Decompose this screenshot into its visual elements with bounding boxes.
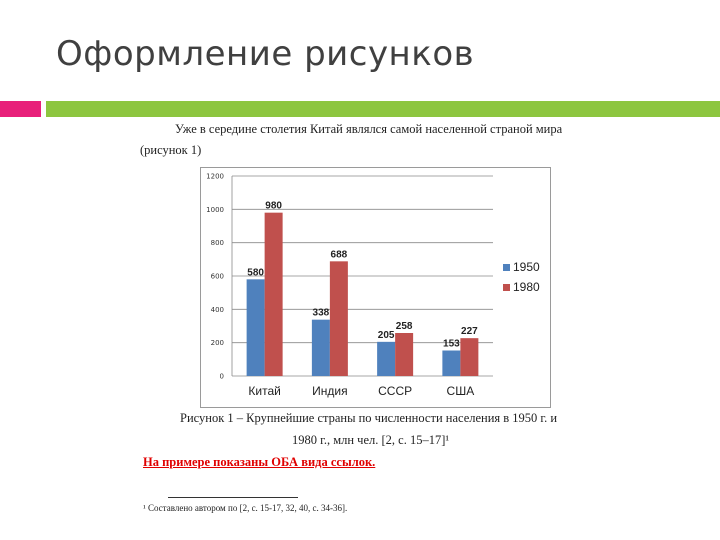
data-label: 153 xyxy=(443,339,460,350)
y-tick-label: 200 xyxy=(211,339,224,347)
data-label: 338 xyxy=(313,308,330,319)
data-label: 688 xyxy=(331,249,348,260)
bar-1950 xyxy=(311,319,330,376)
footnote: ¹ Составлено автором по [2, с. 15-17, 32… xyxy=(143,503,348,513)
y-tick-label: 0 xyxy=(220,373,224,381)
bar-1980 xyxy=(395,333,414,376)
bar-1950 xyxy=(246,279,265,376)
legend-swatch-1980 xyxy=(503,284,510,291)
y-tick-label: 400 xyxy=(211,306,224,314)
y-tick-label: 1000 xyxy=(206,206,224,214)
data-label: 258 xyxy=(396,321,413,332)
chart-svg: 0 200 400 600 800 1000 1200 580 980 Китай 338 688 Ин… xyxy=(206,173,540,399)
intro-text-line2: (рисунок 1) xyxy=(140,143,202,157)
category-label: Китай xyxy=(248,384,280,398)
data-label: 580 xyxy=(247,267,264,278)
red-note: На примере показаны ОБА вида ссылок. xyxy=(143,455,376,469)
y-tick-label: 1200 xyxy=(206,173,224,181)
category-label: Индия xyxy=(312,384,347,398)
data-label: 227 xyxy=(461,326,478,337)
intro-text-line1: Уже в середине столетия Китай являлся са… xyxy=(175,122,563,136)
category-label: США xyxy=(447,384,475,398)
bar-1950 xyxy=(442,350,461,376)
slide-title: Оформление рисунков xyxy=(56,34,475,74)
chart: 0 200 400 600 800 1000 1200 580 980 Китай 338 688 Ин… xyxy=(200,167,551,408)
accent-bar-pink xyxy=(0,101,41,117)
bar-1980 xyxy=(329,261,348,376)
y-tick-label: 800 xyxy=(211,239,224,247)
bar-1950 xyxy=(377,341,396,376)
legend-swatch-1950 xyxy=(503,264,510,271)
bar-1980 xyxy=(460,338,479,376)
figure-caption-line2: 1980 г., млн чел. [2, с. 15–17]¹ xyxy=(292,433,450,447)
legend-label: 1950 xyxy=(513,260,540,274)
footnote-rule xyxy=(168,497,298,498)
y-tick-label: 600 xyxy=(211,273,224,281)
legend-label: 1980 xyxy=(513,280,540,294)
bar-1980 xyxy=(264,212,283,376)
category-label: СССР xyxy=(378,384,412,398)
figure-caption-line1: Рисунок 1 – Крупнейшие страны по численн… xyxy=(180,411,558,425)
data-label: 205 xyxy=(378,330,395,341)
accent-bar-green xyxy=(46,101,720,117)
data-label: 980 xyxy=(265,201,282,212)
